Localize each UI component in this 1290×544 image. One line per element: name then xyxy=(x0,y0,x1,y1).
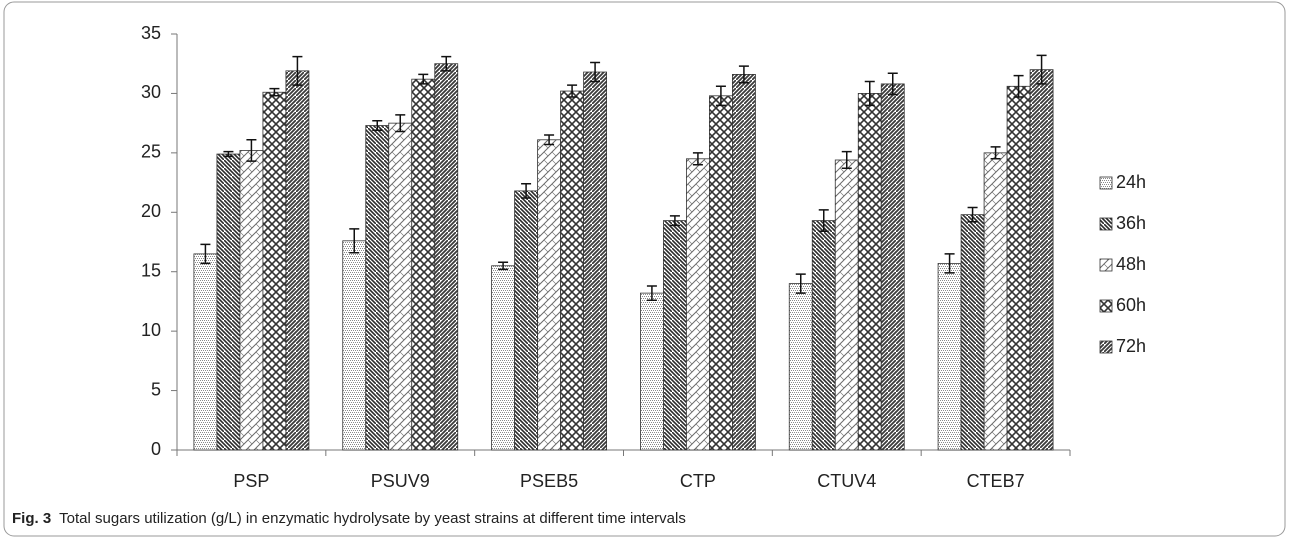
bar xyxy=(514,190,538,451)
bar xyxy=(285,70,310,451)
bar xyxy=(686,158,710,451)
error-bar xyxy=(990,146,1001,160)
bar xyxy=(411,78,436,451)
bar xyxy=(434,63,459,451)
x-tick-label: PSUV9 xyxy=(371,471,430,491)
legend-swatch xyxy=(1099,299,1113,313)
bar xyxy=(216,153,241,451)
caption-text: Total sugars utilization (g/L) in enzyma… xyxy=(59,510,686,527)
bar xyxy=(788,283,813,451)
bar xyxy=(709,95,733,451)
error-bar xyxy=(669,215,680,227)
y-tick-label: 25 xyxy=(141,142,161,162)
bar xyxy=(960,214,985,451)
bar xyxy=(365,125,390,451)
error-bar xyxy=(795,273,806,294)
legend-label: 48h xyxy=(1116,254,1146,274)
error-bar xyxy=(944,253,955,274)
bar xyxy=(1006,85,1031,451)
error-bar xyxy=(967,206,978,223)
bar xyxy=(583,71,607,451)
y-tick-label: 10 xyxy=(141,320,161,340)
error-bar xyxy=(1013,74,1024,98)
caption: Fig. 3 Total sugars utilization (g/L) in … xyxy=(12,510,686,527)
bar xyxy=(193,253,218,451)
x-tick-label: CTUV4 xyxy=(817,471,876,491)
error-bar xyxy=(372,120,383,132)
error-bar xyxy=(498,261,509,271)
bar xyxy=(732,74,756,451)
error-bar xyxy=(567,84,578,98)
error-bar xyxy=(841,150,852,170)
legend-swatch xyxy=(1099,340,1113,354)
error-bar xyxy=(646,285,657,301)
bar xyxy=(342,240,367,451)
error-bar xyxy=(864,80,875,107)
y-tick-label: 20 xyxy=(141,201,161,221)
figure-frame xyxy=(3,1,1286,537)
legend-label: 24h xyxy=(1116,172,1146,192)
error-bar xyxy=(1036,54,1047,85)
y-tick-label: 35 xyxy=(141,23,161,43)
error-bar xyxy=(292,55,303,86)
error-bar xyxy=(395,114,406,133)
error-bar xyxy=(738,65,749,84)
y-tick-label: 30 xyxy=(141,82,161,102)
error-bar xyxy=(818,209,829,233)
bar xyxy=(834,159,859,451)
bar xyxy=(811,220,836,451)
caption-label: Fig. 3 xyxy=(12,510,51,527)
error-bar xyxy=(887,72,898,96)
bar xyxy=(537,139,561,451)
error-bar xyxy=(441,55,452,72)
error-bar xyxy=(544,134,555,146)
bar xyxy=(239,150,264,451)
error-bar xyxy=(521,183,532,199)
legend-swatch xyxy=(1099,258,1113,272)
y-tick-label: 5 xyxy=(151,379,161,399)
bar xyxy=(983,152,1008,451)
bar xyxy=(1029,69,1054,451)
error-bar xyxy=(223,150,234,158)
x-tick-label: PSP xyxy=(233,471,269,491)
bar xyxy=(937,262,962,451)
bar xyxy=(663,220,687,451)
legend-label: 60h xyxy=(1116,295,1146,315)
bar xyxy=(560,90,584,451)
error-bar xyxy=(692,152,703,166)
error-bar xyxy=(349,228,360,254)
x-tick-label: CTP xyxy=(680,471,716,491)
error-bar xyxy=(200,243,211,265)
bar xyxy=(388,122,413,451)
bar xyxy=(857,93,882,451)
error-bar xyxy=(246,139,257,162)
error-bar xyxy=(590,61,601,83)
y-tick-label: 0 xyxy=(151,439,161,459)
error-bar xyxy=(715,85,726,107)
legend-swatch xyxy=(1099,217,1113,231)
bar xyxy=(491,265,515,451)
bar xyxy=(262,91,287,451)
error-bar xyxy=(269,87,280,97)
y-tick-label: 15 xyxy=(141,260,161,280)
legend-swatch xyxy=(1099,176,1113,190)
legend-label: 72h xyxy=(1116,336,1146,356)
error-bar xyxy=(418,73,429,85)
x-tick-label: PSEB5 xyxy=(520,471,578,491)
legend-label: 36h xyxy=(1116,213,1146,233)
bar xyxy=(880,83,905,451)
x-tick-label: CTEB7 xyxy=(967,471,1025,491)
bar xyxy=(640,292,664,451)
